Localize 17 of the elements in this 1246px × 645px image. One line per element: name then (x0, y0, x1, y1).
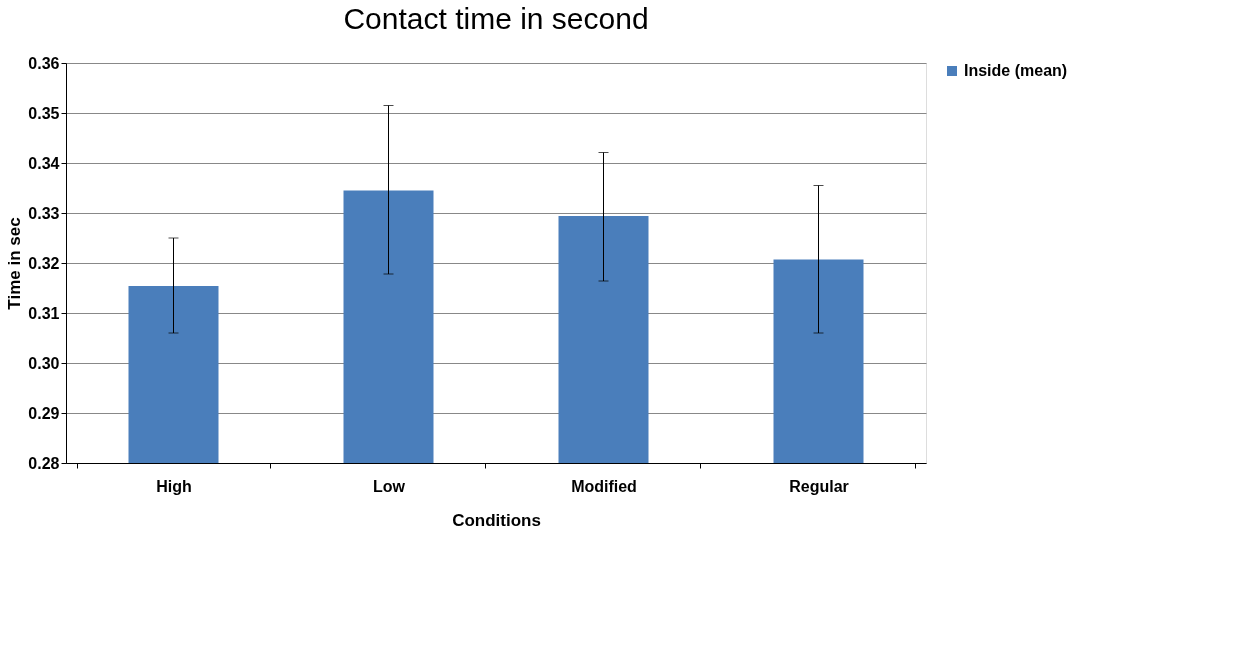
y-tick-label: 0.29 (28, 404, 60, 422)
x-tick-label: High (156, 477, 192, 495)
x-axis-title: Conditions (452, 510, 541, 530)
x-tick-label: Low (373, 477, 406, 495)
y-tick-label: 0.30 (28, 354, 60, 372)
y-tick-label: 0.35 (28, 104, 60, 122)
y-tick-label: 0.32 (28, 254, 60, 272)
y-tick-label: 0.36 (28, 54, 60, 72)
x-tick-label: Regular (789, 477, 849, 495)
y-axis-title: Time in sec (5, 217, 25, 310)
y-tick-label: 0.31 (28, 304, 60, 322)
y-tick-label: 0.34 (28, 154, 60, 172)
legend-label: Inside (mean) (964, 62, 1068, 79)
y-tick-label: 0.33 (28, 204, 60, 222)
chart-title: Contact time in second (343, 2, 649, 35)
y-tick-label: 0.28 (28, 454, 60, 472)
x-tick-label: Modified (571, 477, 637, 495)
